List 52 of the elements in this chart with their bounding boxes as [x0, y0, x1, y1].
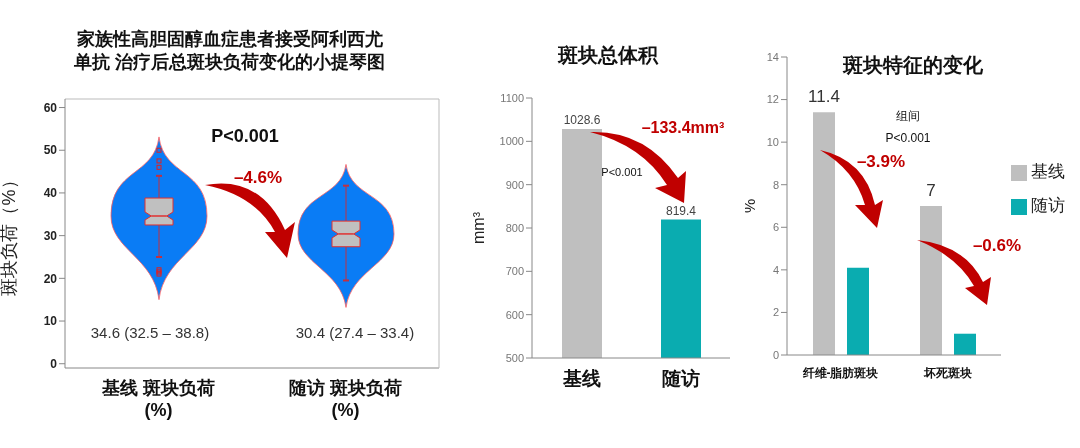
y-tick-label: 10: [43, 314, 58, 329]
y-tick-label: 600: [505, 308, 524, 321]
data-label: 819.4: [665, 203, 697, 218]
y-tick-label: 500: [505, 351, 524, 364]
y-tick-label: 8: [772, 178, 779, 191]
bar: [954, 333, 976, 355]
y-tick-label: 10: [766, 136, 779, 149]
y-tick-label: 1100: [500, 91, 524, 104]
y-tick-label: 60: [43, 100, 58, 115]
x-tick-label: 基线: [561, 368, 601, 390]
legend-label: 随访: [1031, 196, 1065, 215]
chart-title: 斑块总体积: [556, 43, 660, 68]
y-tick-label: 1000: [499, 135, 524, 148]
y-axis-title: mm³: [469, 211, 487, 244]
x-tick-label: 纤维-脂肪斑块: [801, 365, 879, 380]
annotation: P<0.001: [211, 126, 279, 146]
chart-title: 家族性高胆固醇血症患者接受阿利西尤单抗 治疗后总斑块负荷变化的小提琴图: [73, 28, 387, 75]
bar: [920, 206, 942, 355]
x-tick-label: 随访: [661, 368, 700, 390]
data-label: 11.4: [808, 87, 840, 107]
y-tick-label: 800: [505, 221, 524, 234]
annotation: 组间: [896, 109, 920, 123]
annotation: 30.4 (27.4 – 33.4): [295, 324, 415, 341]
y-tick-label: 12: [766, 93, 779, 106]
y-tick-label: 2: [772, 306, 779, 319]
bar: [847, 267, 869, 355]
annotation: –0.6%: [972, 236, 1022, 255]
annotation: P<0.001: [885, 131, 931, 145]
y-tick-label: 30: [43, 228, 58, 243]
annotation: –3.9%: [856, 152, 906, 171]
y-axis-title: 斑块负荷（%）: [0, 171, 20, 296]
x-tick-label: 基线 斑块负荷 (%): [100, 378, 216, 420]
data-label: 7: [926, 181, 936, 200]
annotation: 34.6 (32.5 – 38.8): [90, 324, 210, 341]
chart-title: 斑块特征的变化: [842, 54, 983, 76]
data-label: 1028.6: [563, 112, 601, 127]
y-tick-label: 40: [43, 186, 58, 201]
y-tick-label: 20: [43, 271, 58, 286]
annotation: –133.4mm³: [641, 119, 725, 136]
annotation: –4.6%: [233, 168, 283, 187]
x-tick-label: 坏死斑块: [922, 365, 972, 380]
y-tick-label: 6: [772, 221, 779, 234]
y-tick-label: 0: [772, 348, 779, 361]
legend-label: 基线: [1031, 162, 1065, 181]
y-tick-label: 14: [766, 50, 779, 63]
y-tick-label: 4: [772, 263, 779, 276]
y-tick-label: 700: [505, 265, 524, 278]
annotation: P<0.001: [601, 166, 643, 178]
x-tick-label: 随访 斑块负荷 (%): [288, 378, 403, 420]
y-tick-label: 50: [43, 143, 58, 158]
y-tick-label: 900: [505, 178, 524, 191]
y-tick-label: 0: [50, 356, 58, 371]
